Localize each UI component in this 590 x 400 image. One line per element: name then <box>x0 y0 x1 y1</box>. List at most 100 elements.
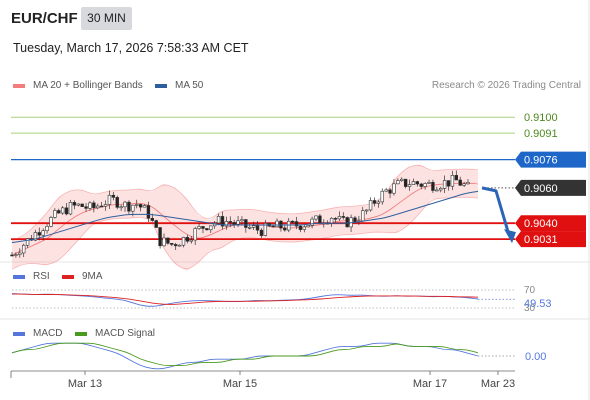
candle-body <box>189 239 193 242</box>
candle-body <box>197 226 201 229</box>
candle-body <box>341 216 345 218</box>
candle-body <box>224 221 229 227</box>
candle-body <box>345 217 349 228</box>
candle-body <box>154 220 158 228</box>
macd-last-value: 0.00 <box>525 351 546 363</box>
legend-bollinger: MA 20 + Bollinger Bands <box>13 80 143 91</box>
candle-body <box>209 225 213 231</box>
candle-body <box>298 225 303 230</box>
candle-body <box>427 182 431 184</box>
candle-body <box>458 179 462 186</box>
candle-body <box>88 202 92 209</box>
candle-body <box>111 194 116 198</box>
candle-body <box>306 225 310 228</box>
candle-body <box>68 202 73 215</box>
candle-body <box>177 244 182 247</box>
candle-body <box>372 200 377 204</box>
candle-body <box>72 202 77 206</box>
macd-series-0 <box>11 342 479 370</box>
candle-body <box>431 182 435 191</box>
legend-macd-signal: MACD Signal <box>75 328 155 339</box>
candle-body <box>181 236 186 246</box>
macd-swatch <box>13 331 25 336</box>
candle-body <box>466 182 470 185</box>
candle-body <box>57 210 61 214</box>
candle-body <box>294 221 299 227</box>
candle-body <box>193 228 197 241</box>
candle-body <box>290 220 295 223</box>
candle-body <box>411 181 416 185</box>
level-label-box <box>515 231 586 248</box>
candle-body <box>64 207 69 215</box>
candle-body <box>439 188 443 191</box>
candle-body <box>220 216 225 227</box>
legend-rsi-ma: 9MA <box>62 271 103 282</box>
candle-body <box>92 202 96 209</box>
legend-macd: MACD <box>13 328 62 339</box>
level-label-pivot: 0.9076 <box>524 155 558 167</box>
time-tick-label: Mar 17 <box>413 378 447 390</box>
candle-body <box>400 178 404 181</box>
candle-body <box>107 194 112 205</box>
rsi-last-value: 49.53 <box>524 298 552 310</box>
candle-body <box>376 201 381 204</box>
candle-body <box>103 204 108 207</box>
bollinger-swatch <box>13 83 25 88</box>
candle-body <box>119 206 123 209</box>
level-label-box <box>515 215 586 232</box>
candle-body <box>403 178 408 187</box>
candle-body <box>18 252 22 255</box>
candle-body <box>84 206 88 209</box>
level-label-support: 0.9031 <box>524 234 558 246</box>
candle-body <box>259 229 264 236</box>
candle-body <box>329 217 334 224</box>
candle-body <box>37 232 41 236</box>
candle-body <box>201 226 205 229</box>
candle-body <box>407 184 412 187</box>
bollinger-lower <box>11 196 479 270</box>
candle-body <box>49 217 53 227</box>
candle-body <box>33 232 38 241</box>
rsi-tick-label: 30 <box>524 303 536 314</box>
time-tick-label: Mar 13 <box>68 378 102 390</box>
candle-body <box>53 210 57 218</box>
candle-body <box>80 203 84 207</box>
candle-body <box>423 183 427 187</box>
candle-body <box>14 254 18 256</box>
candle-body <box>251 225 256 228</box>
level-label-box <box>515 179 586 196</box>
candle-body <box>21 244 26 254</box>
level-label-resistance: 0.9100 <box>524 112 558 124</box>
candle-body <box>255 225 260 231</box>
legend-ma50: MA 50 <box>155 80 203 91</box>
candle-body <box>263 223 268 236</box>
projection-arrow <box>481 186 511 236</box>
candle-body <box>135 204 139 206</box>
candle-body <box>162 237 166 247</box>
candle-body <box>310 218 314 226</box>
candle-body <box>314 215 318 220</box>
candle-body <box>228 221 232 223</box>
candle-body <box>446 180 451 187</box>
timeframe-badge[interactable]: 30 MIN <box>81 7 132 30</box>
level-label-support: 0.9040 <box>524 218 558 230</box>
candle-body <box>240 219 244 222</box>
level-label-last: 0.9060 <box>524 183 558 195</box>
candle-body <box>364 209 369 212</box>
legend-rsi-label: RSI <box>33 271 50 282</box>
candle-body <box>392 183 396 194</box>
time-tick-label: Mar 23 <box>481 378 515 390</box>
candle-body <box>384 189 388 192</box>
candle-body <box>368 200 373 211</box>
rsi-tick-label: 70 <box>524 285 536 296</box>
candle-body <box>275 220 279 228</box>
rsi-ma-swatch <box>62 274 74 279</box>
candle-body <box>115 197 119 208</box>
rsi-series-1 <box>12 293 479 305</box>
candle-body <box>170 243 174 245</box>
candle-body <box>337 216 342 220</box>
candle-body <box>205 228 209 231</box>
candle-body <box>10 254 14 257</box>
candle-body <box>99 205 104 208</box>
